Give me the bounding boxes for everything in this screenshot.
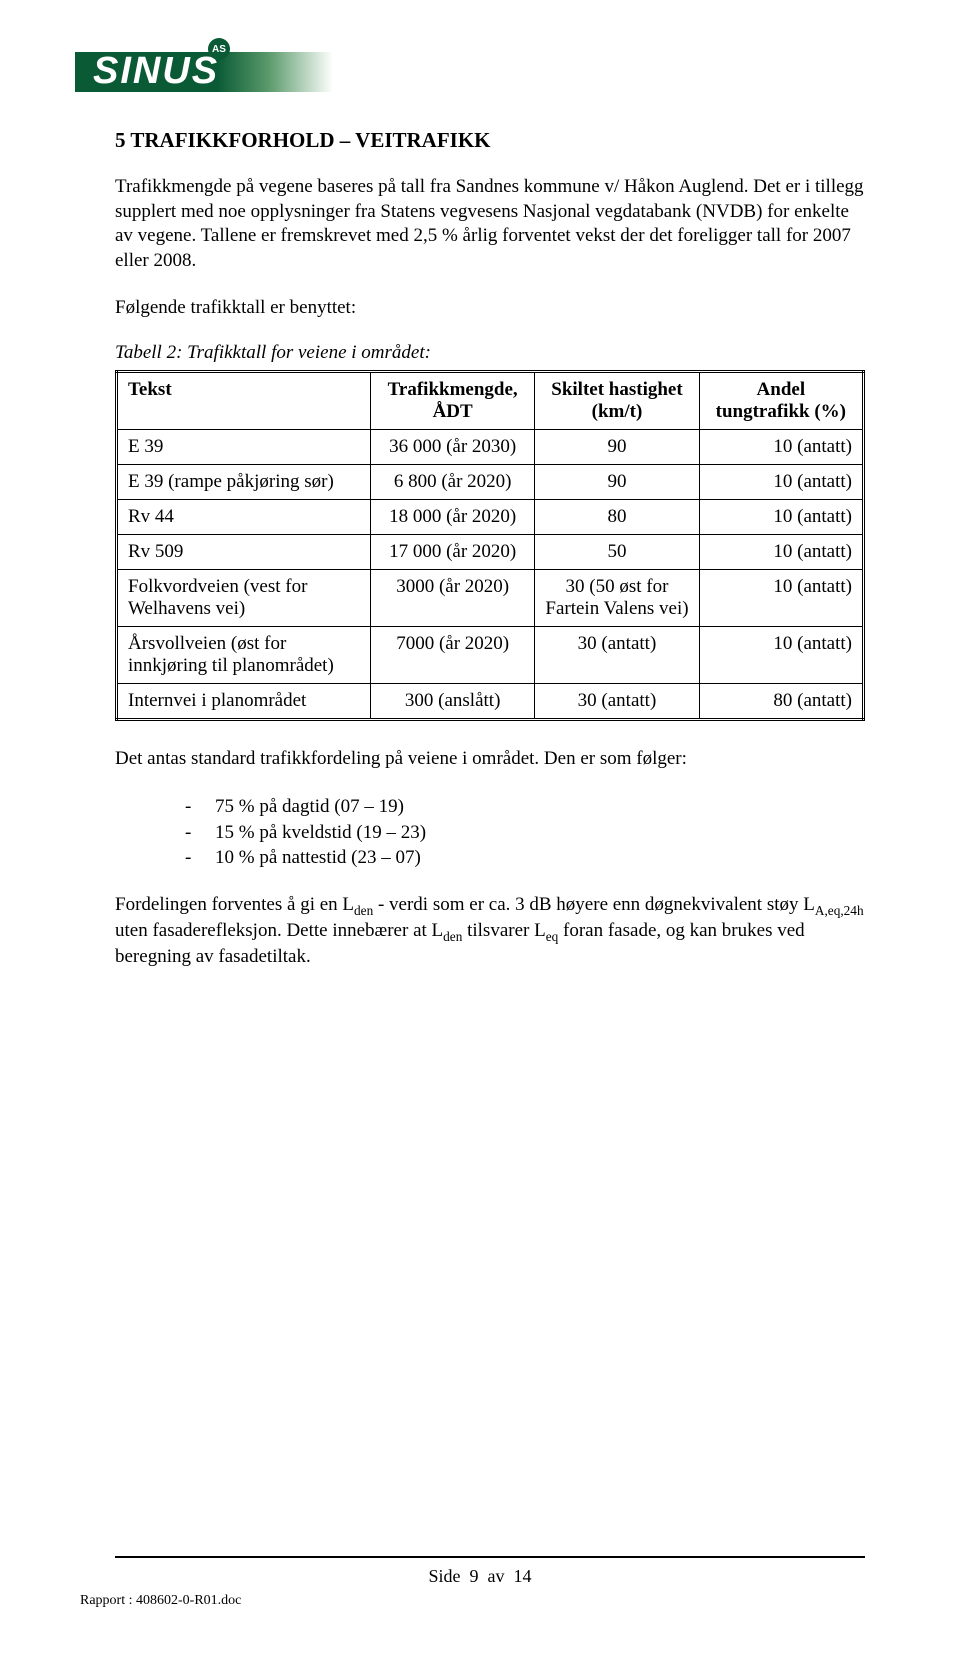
cell-tekst: Internvei i planområdet bbox=[117, 684, 371, 720]
list-item-text: 75 % på dagtid (07 – 19) bbox=[215, 796, 404, 817]
cell-speed: 80 bbox=[535, 500, 699, 535]
cell-tekst: Årsvollveien (øst for innkjøring til pla… bbox=[117, 627, 371, 684]
table-row: Rv 50917 000 (år 2020)5010 (antatt) bbox=[117, 535, 864, 570]
th-heavy: Andel tungtrafikk (%) bbox=[699, 372, 863, 430]
list-item: -75 % på dagtid (07 – 19) bbox=[185, 794, 865, 820]
cell-speed: 30 (50 øst for Fartein Valens vei) bbox=[535, 570, 699, 627]
cell-adt: 36 000 (år 2030) bbox=[370, 430, 534, 465]
p4-pre: Fordelingen forventes å gi en L bbox=[115, 894, 354, 915]
bullet-dash: - bbox=[185, 820, 215, 846]
cell-adt: 7000 (år 2020) bbox=[370, 627, 534, 684]
footer-page-total: 14 bbox=[514, 1566, 532, 1586]
list-item-text: 10 % på nattestid (23 – 07) bbox=[215, 847, 421, 868]
bullet-dash: - bbox=[185, 845, 215, 871]
list-item: -15 % på kveldstid (19 – 23) bbox=[185, 820, 865, 846]
footer-page-current: 9 bbox=[470, 1566, 479, 1586]
traffic-table: Tekst Trafikkmengde, ÅDT Skiltet hastigh… bbox=[115, 370, 865, 721]
footer-av-label: av bbox=[488, 1566, 505, 1586]
cell-heavy: 10 (antatt) bbox=[699, 465, 863, 500]
cell-speed: 30 (antatt) bbox=[535, 684, 699, 720]
paragraph-3: Det antas standard trafikkfordeling på v… bbox=[115, 747, 865, 772]
bullet-dash: - bbox=[185, 794, 215, 820]
p4-sub4: eq bbox=[546, 929, 559, 944]
cell-adt: 6 800 (år 2020) bbox=[370, 465, 534, 500]
cell-adt: 18 000 (år 2020) bbox=[370, 500, 534, 535]
logo-cap: AS bbox=[208, 38, 230, 60]
p4-mid1: - verdi som er ca. 3 dB høyere enn døgne… bbox=[373, 894, 815, 915]
logo-text: SINUS bbox=[93, 50, 219, 93]
cell-heavy: 80 (antatt) bbox=[699, 684, 863, 720]
paragraph-4: Fordelingen forventes å gi en Lden - ver… bbox=[115, 893, 865, 970]
cell-tekst: Rv 509 bbox=[117, 535, 371, 570]
footer-side-label: Side bbox=[428, 1566, 460, 1586]
table-row: Rv 4418 000 (år 2020)8010 (antatt) bbox=[117, 500, 864, 535]
th-tekst: Tekst bbox=[117, 372, 371, 430]
p4-sub3: den bbox=[443, 929, 462, 944]
cell-speed: 30 (antatt) bbox=[535, 627, 699, 684]
list-item: -10 % på nattestid (23 – 07) bbox=[185, 845, 865, 871]
p4-mid3: tilsvarer L bbox=[462, 920, 545, 941]
logo: SINUS AS bbox=[75, 40, 335, 98]
cell-heavy: 10 (antatt) bbox=[699, 430, 863, 465]
table-header-row: Tekst Trafikkmengde, ÅDT Skiltet hastigh… bbox=[117, 372, 864, 430]
cell-heavy: 10 (antatt) bbox=[699, 570, 863, 627]
cell-adt: 17 000 (år 2020) bbox=[370, 535, 534, 570]
footer-rule bbox=[115, 1556, 865, 1558]
page-footer: Side 9 av 14 Rapport : 408602-0-R01.doc bbox=[0, 1556, 960, 1609]
table-caption: Tabell 2: Trafikktall for veiene i områd… bbox=[115, 342, 865, 364]
cell-tekst: E 39 bbox=[117, 430, 371, 465]
cell-heavy: 10 (antatt) bbox=[699, 627, 863, 684]
cell-speed: 90 bbox=[535, 465, 699, 500]
bullet-list: -75 % på dagtid (07 – 19)-15 % på kvelds… bbox=[185, 794, 865, 871]
table-row: E 3936 000 (år 2030)9010 (antatt) bbox=[117, 430, 864, 465]
table-row: E 39 (rampe påkjøring sør)6 800 (år 2020… bbox=[117, 465, 864, 500]
th-speed: Skiltet hastighet (km/t) bbox=[535, 372, 699, 430]
table-row: Årsvollveien (øst for innkjøring til pla… bbox=[117, 627, 864, 684]
cell-adt: 300 (anslått) bbox=[370, 684, 534, 720]
section-heading: 5 TRAFIKKFORHOLD – VEITRAFIKK bbox=[115, 128, 865, 153]
table-row: Folkvordveien (vest for Welhavens vei)30… bbox=[117, 570, 864, 627]
paragraph-2: Følgende trafikktall er benyttet: bbox=[115, 296, 865, 321]
list-item-text: 15 % på kveldstid (19 – 23) bbox=[215, 822, 426, 843]
cell-speed: 90 bbox=[535, 430, 699, 465]
paragraph-1: Trafikkmengde på vegene baseres på tall … bbox=[115, 175, 865, 274]
p4-mid2: uten fasaderefleksjon. Dette innebærer a… bbox=[115, 920, 443, 941]
table-row: Internvei i planområdet300 (anslått)30 (… bbox=[117, 684, 864, 720]
cell-heavy: 10 (antatt) bbox=[699, 535, 863, 570]
p4-sub1: den bbox=[354, 903, 373, 918]
cell-adt: 3000 (år 2020) bbox=[370, 570, 534, 627]
cell-tekst: Folkvordveien (vest for Welhavens vei) bbox=[117, 570, 371, 627]
th-adt: Trafikkmengde, ÅDT bbox=[370, 372, 534, 430]
cell-heavy: 10 (antatt) bbox=[699, 500, 863, 535]
cell-tekst: E 39 (rampe påkjøring sør) bbox=[117, 465, 371, 500]
p4-sub2: A,eq,24h bbox=[815, 903, 864, 918]
footer-page-number: Side 9 av 14 bbox=[0, 1566, 960, 1587]
cell-tekst: Rv 44 bbox=[117, 500, 371, 535]
footer-report: Rapport : 408602-0-R01.doc bbox=[80, 1593, 960, 1609]
cell-speed: 50 bbox=[535, 535, 699, 570]
